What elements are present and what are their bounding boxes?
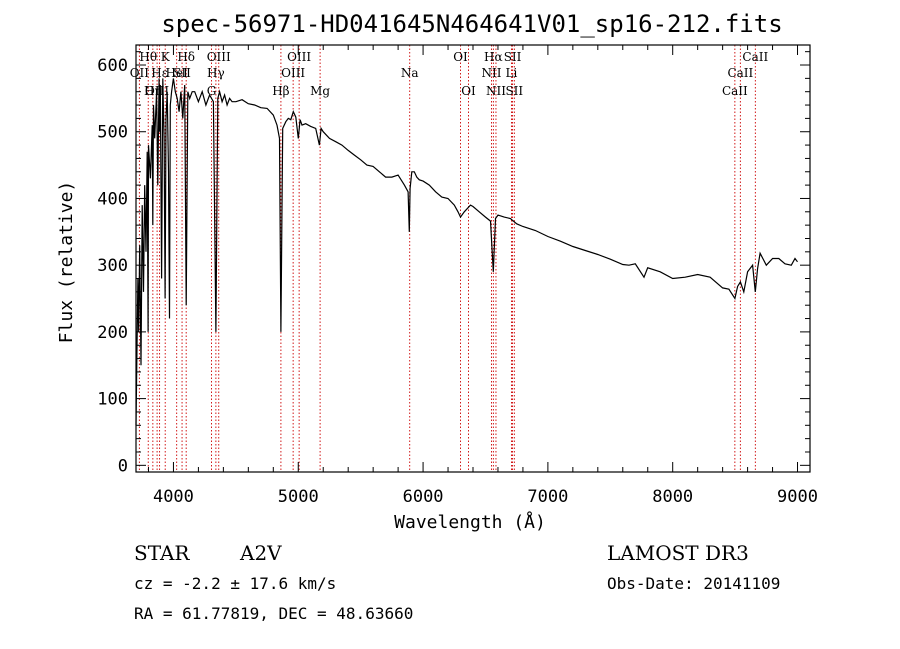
y-tick-label: 0 — [118, 456, 128, 476]
line-marker-label: OI — [453, 50, 468, 64]
line-marker-label: Hθ — [139, 50, 157, 64]
x-tick-label: 4000 — [153, 487, 194, 507]
y-tick-label: 100 — [97, 390, 128, 410]
y-tick-label: 600 — [97, 56, 128, 76]
spectral-line-markers — [138, 45, 756, 472]
line-marker-label: OII — [130, 66, 150, 80]
y-axis-label: Flux (relative) — [56, 181, 77, 344]
y-tick-label: 500 — [97, 123, 128, 143]
coordinates: RA = 61.77819, DEC = 48.63660 — [134, 604, 413, 623]
line-marker-label: HeI — [166, 66, 189, 80]
line-marker-label: Hα — [484, 50, 503, 64]
x-tick-label: 7000 — [527, 487, 568, 507]
redshift-info: cz = -2.2 ± 17.6 km/s — [134, 574, 336, 593]
x-axis-label: Wavelength (Å) — [394, 511, 546, 533]
line-marker-label: Hγ — [207, 66, 225, 80]
x-tick-label: 6000 — [403, 487, 444, 507]
line-marker-label: OI — [461, 84, 476, 98]
survey-name: LAMOST DR3 — [607, 541, 749, 565]
plot-frame — [135, 44, 811, 473]
obs-date: Obs-Date: 20141109 — [607, 574, 780, 593]
line-marker-label: Na — [401, 66, 419, 80]
x-tick-label: 5000 — [278, 487, 319, 507]
object-type: STAR — [134, 541, 190, 565]
line-marker-label: OIII — [281, 66, 305, 80]
line-marker-label: Li — [506, 66, 518, 80]
line-marker-label: SII — [505, 84, 523, 98]
line-marker-label: CaII — [742, 50, 768, 64]
line-marker-label: CaII — [722, 84, 748, 98]
line-marker-label: Hδ — [177, 50, 195, 64]
spectral-class: A2V — [239, 541, 282, 565]
y-tick-label: 200 — [97, 323, 128, 343]
x-axis-ticks: 4000 5000 6000 7000 8000 9000 — [147, 45, 818, 507]
line-marker-label: NII — [481, 66, 501, 80]
line-marker-label: Hη — [144, 84, 162, 98]
line-marker-label: Hε — [151, 66, 168, 80]
line-marker-label: K — [161, 50, 171, 64]
line-marker-label: Mg — [310, 84, 330, 98]
line-marker-label: SII — [173, 66, 191, 80]
line-marker-label: SII — [504, 50, 522, 64]
line-marker-label: NII — [486, 84, 506, 98]
y-tick-label: 400 — [97, 189, 128, 209]
y-tick-label: 300 — [97, 256, 128, 276]
x-tick-label: 9000 — [777, 487, 818, 507]
line-marker-label: OIII — [287, 50, 311, 64]
chart-title: spec-56971-HD041645N464641V01_sp16-212.f… — [161, 10, 782, 38]
line-marker-label: OIII — [207, 50, 231, 64]
line-marker-label: CaII — [727, 66, 753, 80]
line-marker-label: Hβ — [272, 84, 289, 98]
line-marker-label: G — [207, 84, 217, 98]
x-tick-label: 8000 — [652, 487, 693, 507]
spectrum-line — [135, 78, 798, 426]
y-axis-ticks: 0 100 200 300 400 500 600 — [97, 51, 810, 476]
